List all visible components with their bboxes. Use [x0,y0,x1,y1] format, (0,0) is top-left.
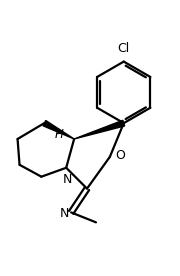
Polygon shape [74,120,125,139]
Polygon shape [43,121,74,139]
Text: Cl: Cl [118,42,130,55]
Text: N: N [62,173,72,186]
Text: O: O [115,149,125,162]
Text: H: H [55,128,64,140]
Text: N: N [60,207,69,220]
